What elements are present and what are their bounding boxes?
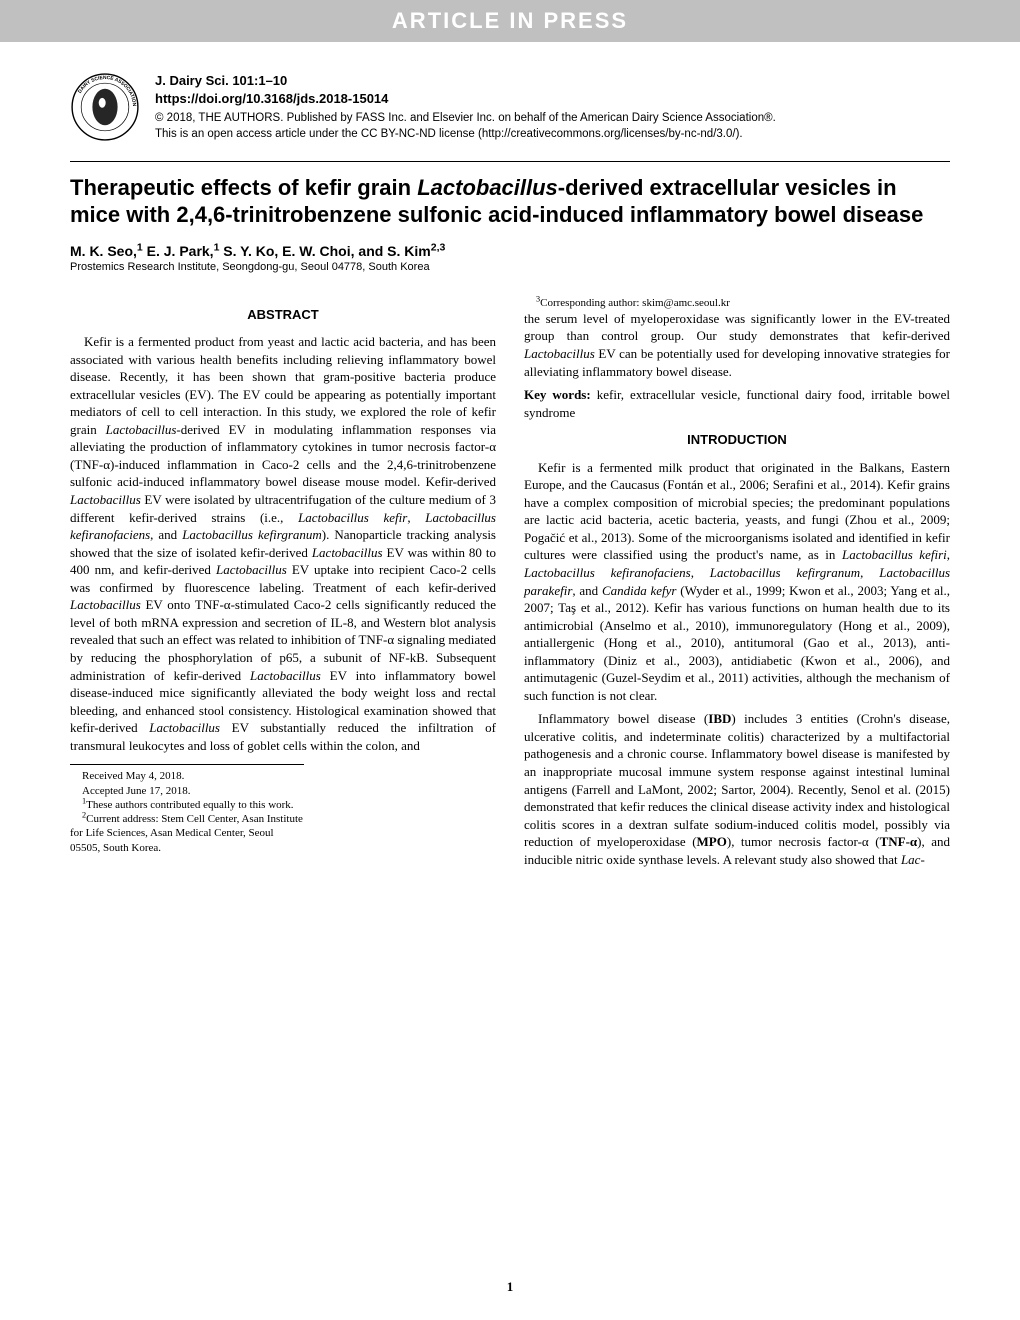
banner-text: ARTICLE IN PRESS	[392, 8, 628, 34]
article-in-press-banner: ARTICLE IN PRESS	[0, 0, 1020, 42]
title-pre: Therapeutic effects of kefir grain	[70, 175, 417, 200]
doi-link[interactable]: https://doi.org/10.3168/jds.2018-15014	[155, 90, 950, 108]
affiliation: Prostemics Research Institute, Seongdong…	[70, 261, 950, 273]
footnote-accepted: Accepted June 17, 2018.	[70, 784, 304, 798]
abstract-paragraph: Kefir is a fermented product from yeast …	[70, 333, 496, 754]
title-section: Therapeutic effects of kefir grain Lacto…	[70, 161, 950, 281]
footnote-1: 1These authors contributed equally to th…	[70, 798, 304, 812]
intro-paragraph-1: Kefir is a fermented milk product that o…	[524, 459, 950, 705]
article-title: Therapeutic effects of kefir grain Lacto…	[70, 174, 950, 229]
page-number: 1	[0, 1279, 1020, 1295]
authors-list: M. K. Seo,1 E. J. Park,1 S. Y. Ko, E. W.…	[70, 243, 950, 259]
intro-paragraph-2: Inflammatory bowel disease (IBD) include…	[524, 710, 950, 868]
journal-logo: DAIRY SCIENCE ASSOCIATION	[70, 72, 140, 142]
footnote-received: Received May 4, 2018.	[70, 769, 304, 783]
footnote-2: 2Current address: Stem Cell Center, Asan…	[70, 812, 304, 855]
introduction-heading: INTRODUCTION	[524, 431, 950, 449]
license-text: This is an open access article under the…	[155, 126, 950, 142]
copyright-text: © 2018, THE AUTHORS. Published by FASS I…	[155, 110, 950, 126]
footnote-3: 3Corresponding author: skim@amc.seoul.kr	[524, 296, 758, 310]
keywords: Key words: kefir, extracellular vesicle,…	[524, 386, 950, 421]
abstract-heading: ABSTRACT	[70, 306, 496, 324]
abstract-continuation: the serum level of myeloperoxidase was s…	[524, 310, 950, 380]
journal-citation: J. Dairy Sci. 101:1–10	[155, 72, 950, 90]
title-italic: Lactobacillus	[417, 175, 558, 200]
header-section: DAIRY SCIENCE ASSOCIATION J. Dairy Sci. …	[0, 42, 1020, 153]
keywords-label: Key words:	[524, 387, 591, 402]
journal-info: J. Dairy Sci. 101:1–10 https://doi.org/1…	[155, 72, 950, 143]
body-content: ABSTRACT Kefir is a fermented product fr…	[0, 281, 1020, 869]
